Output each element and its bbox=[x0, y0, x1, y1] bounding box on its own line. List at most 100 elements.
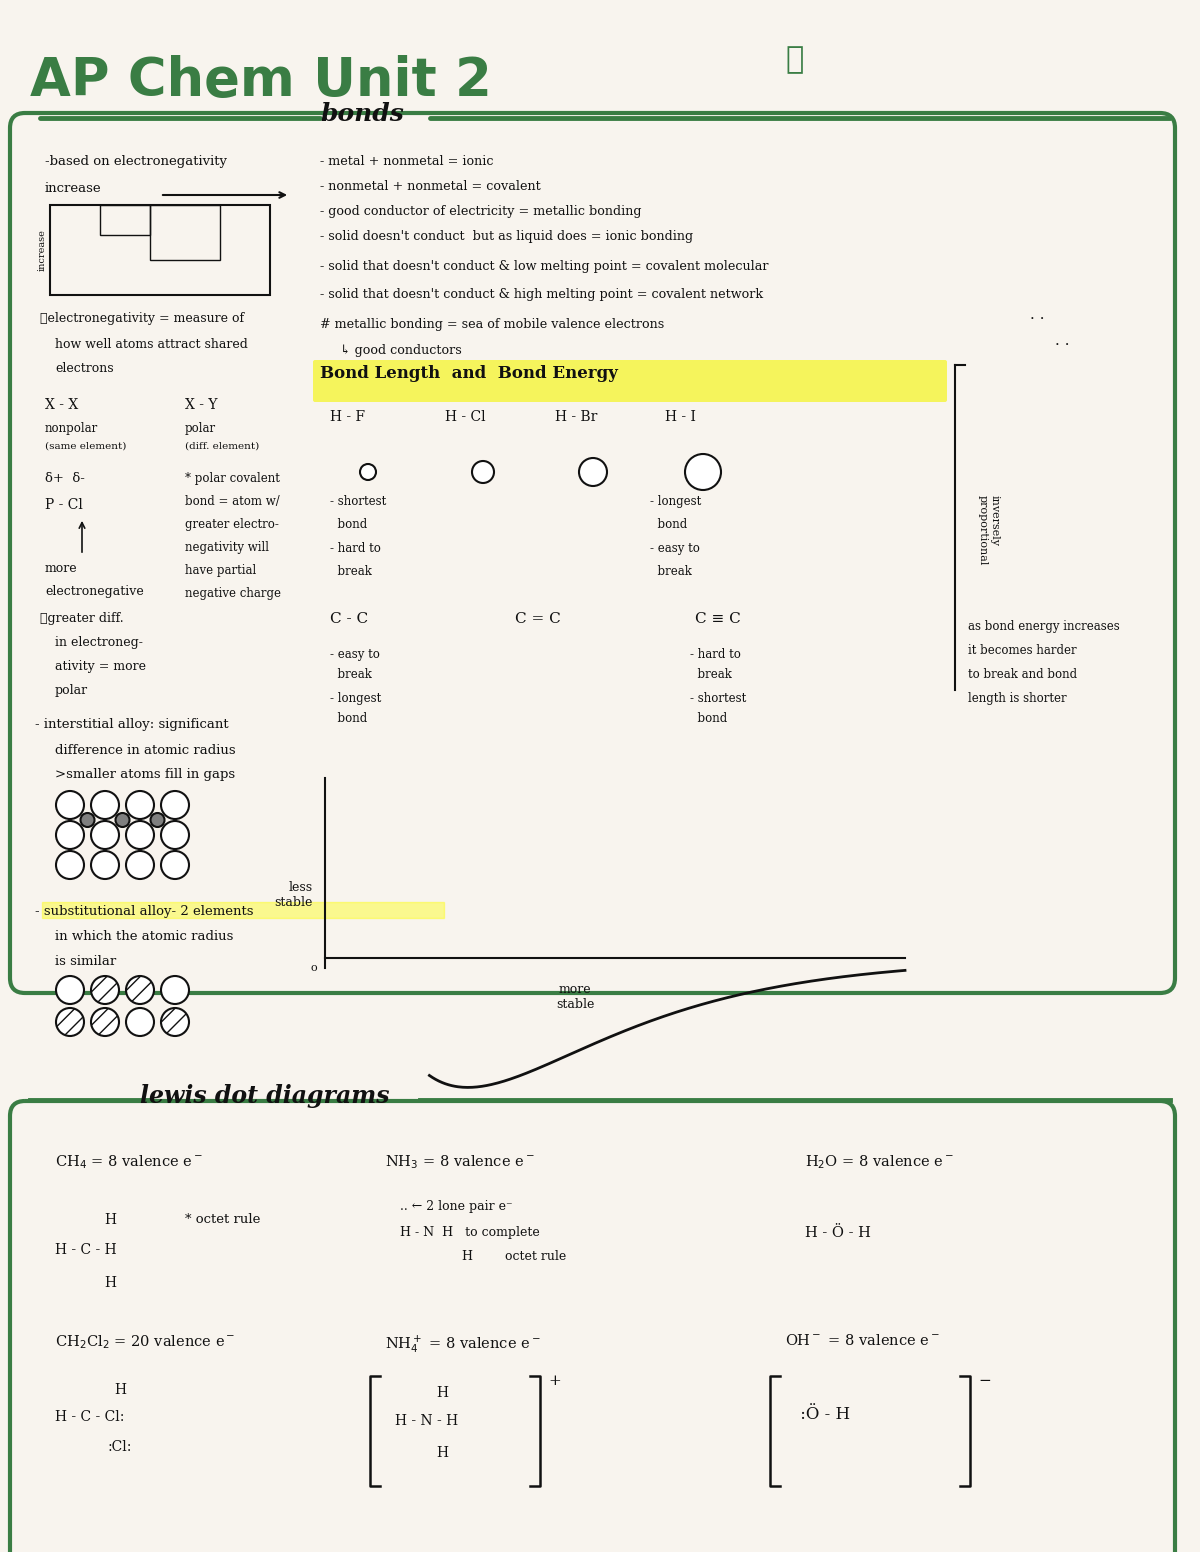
Text: - metal + nonmetal = ionic: - metal + nonmetal = ionic bbox=[320, 155, 493, 168]
Text: negative charge: negative charge bbox=[185, 587, 281, 601]
Text: · ·: · · bbox=[1030, 312, 1045, 326]
Text: increase: increase bbox=[46, 182, 102, 196]
Text: to break and bond: to break and bond bbox=[968, 667, 1078, 681]
Text: bond: bond bbox=[650, 518, 688, 531]
Text: * octet rule: * octet rule bbox=[185, 1214, 260, 1226]
Text: electrons: electrons bbox=[55, 362, 114, 376]
Text: δ+  δ-: δ+ δ- bbox=[46, 472, 85, 484]
Circle shape bbox=[91, 976, 119, 1004]
Text: H - Cl: H - Cl bbox=[445, 410, 486, 424]
Text: in electroneg-: in electroneg- bbox=[55, 636, 143, 649]
Text: it becomes harder: it becomes harder bbox=[968, 644, 1076, 656]
Text: bond: bond bbox=[330, 518, 367, 531]
Text: - solid that doesn't conduct & high melting point = covalent network: - solid that doesn't conduct & high melt… bbox=[320, 289, 763, 301]
Text: length is shorter: length is shorter bbox=[968, 692, 1067, 705]
Text: is similar: is similar bbox=[55, 954, 116, 968]
Text: - shortest: - shortest bbox=[330, 495, 386, 508]
Text: * polar covalent: * polar covalent bbox=[185, 472, 280, 484]
Bar bbox=[150, 205, 220, 261]
Text: difference in atomic radius: difference in atomic radius bbox=[55, 743, 235, 757]
Text: (diff. element): (diff. element) bbox=[185, 442, 259, 452]
Text: ★electronegativity = measure of: ★electronegativity = measure of bbox=[40, 312, 244, 324]
Text: o: o bbox=[311, 962, 317, 973]
Text: X - X: X - X bbox=[46, 397, 78, 411]
Text: CH$_2$Cl$_2$ = 20 valence e$^-$: CH$_2$Cl$_2$ = 20 valence e$^-$ bbox=[55, 1333, 235, 1350]
Text: H - Br: H - Br bbox=[554, 410, 598, 424]
Circle shape bbox=[80, 813, 95, 827]
Circle shape bbox=[91, 1007, 119, 1037]
Circle shape bbox=[56, 792, 84, 819]
Circle shape bbox=[360, 464, 376, 480]
Text: - solid doesn't conduct  but as liquid does = ionic bonding: - solid doesn't conduct but as liquid do… bbox=[320, 230, 694, 244]
Circle shape bbox=[56, 976, 84, 1004]
Text: CH$_4$ = 8 valence e$^-$: CH$_4$ = 8 valence e$^-$ bbox=[55, 1153, 203, 1170]
Text: 🧪: 🧪 bbox=[785, 45, 803, 74]
Text: bond: bond bbox=[690, 712, 727, 725]
Text: lewis dot diagrams: lewis dot diagrams bbox=[140, 1083, 390, 1108]
Text: +: + bbox=[548, 1374, 560, 1387]
Text: inversely
proportional: inversely proportional bbox=[978, 495, 1000, 565]
Circle shape bbox=[150, 813, 164, 827]
Text: H: H bbox=[436, 1446, 448, 1460]
Text: H - F: H - F bbox=[330, 410, 365, 424]
Text: NH$_4^+$ = 8 valence e$^-$: NH$_4^+$ = 8 valence e$^-$ bbox=[385, 1333, 541, 1355]
Text: H - I: H - I bbox=[665, 410, 696, 424]
Text: C ≡ C: C ≡ C bbox=[695, 611, 740, 625]
Text: C = C: C = C bbox=[515, 611, 560, 625]
Text: polar: polar bbox=[55, 684, 88, 697]
Circle shape bbox=[161, 792, 188, 819]
Circle shape bbox=[126, 821, 154, 849]
Text: - solid that doesn't conduct & low melting point = covalent molecular: - solid that doesn't conduct & low melti… bbox=[320, 261, 768, 273]
Text: - substitutional alloy- 2 elements: - substitutional alloy- 2 elements bbox=[35, 905, 253, 917]
Circle shape bbox=[56, 1007, 84, 1037]
Text: - easy to: - easy to bbox=[650, 542, 700, 556]
Text: bond: bond bbox=[330, 712, 367, 725]
Text: greater electro-: greater electro- bbox=[185, 518, 278, 531]
Text: bonds: bonds bbox=[320, 102, 404, 126]
Text: less
stable: less stable bbox=[275, 882, 313, 909]
Text: (same element): (same element) bbox=[46, 442, 126, 452]
Circle shape bbox=[126, 850, 154, 878]
Text: H - Ö - H: H - Ö - H bbox=[805, 1226, 871, 1240]
Text: increase: increase bbox=[37, 230, 47, 272]
Text: - good conductor of electricity = metallic bonding: - good conductor of electricity = metall… bbox=[320, 205, 642, 217]
Text: H - C - H: H - C - H bbox=[55, 1243, 116, 1257]
Text: :Cl:: :Cl: bbox=[108, 1440, 132, 1454]
Text: −: − bbox=[978, 1374, 991, 1387]
Bar bbox=[50, 205, 270, 295]
Text: # metallic bonding = sea of mobile valence electrons: # metallic bonding = sea of mobile valen… bbox=[320, 318, 665, 331]
Text: - longest: - longest bbox=[330, 692, 382, 705]
Text: ativity = more: ativity = more bbox=[55, 660, 146, 674]
Text: more
stable: more stable bbox=[556, 982, 594, 1010]
Text: H - N  H   to complete: H - N H to complete bbox=[400, 1226, 540, 1238]
Text: break: break bbox=[690, 667, 732, 681]
Text: NH$_3$ = 8 valence e$^-$: NH$_3$ = 8 valence e$^-$ bbox=[385, 1153, 535, 1170]
Circle shape bbox=[91, 850, 119, 878]
Text: Bond Length  and  Bond Energy: Bond Length and Bond Energy bbox=[320, 365, 618, 382]
Text: · ·: · · bbox=[1055, 338, 1069, 352]
Text: more: more bbox=[46, 562, 78, 574]
Text: have partial: have partial bbox=[185, 563, 257, 577]
Text: break: break bbox=[330, 667, 372, 681]
Text: how well atoms attract shared: how well atoms attract shared bbox=[55, 338, 248, 351]
Text: X - Y: X - Y bbox=[185, 397, 217, 411]
Text: - shortest: - shortest bbox=[690, 692, 746, 705]
Text: ↳ good conductors: ↳ good conductors bbox=[320, 345, 462, 357]
Text: electronegative: electronegative bbox=[46, 585, 144, 598]
Bar bbox=[100, 205, 150, 234]
Circle shape bbox=[56, 821, 84, 849]
Circle shape bbox=[91, 821, 119, 849]
Text: AP Chem Unit 2: AP Chem Unit 2 bbox=[30, 54, 510, 107]
Circle shape bbox=[685, 455, 721, 490]
Text: H: H bbox=[436, 1386, 448, 1400]
Circle shape bbox=[161, 1007, 188, 1037]
Circle shape bbox=[472, 461, 494, 483]
Text: H - N - H: H - N - H bbox=[395, 1414, 458, 1428]
Text: H        octet rule: H octet rule bbox=[462, 1249, 566, 1263]
Text: - nonmetal + nonmetal = covalent: - nonmetal + nonmetal = covalent bbox=[320, 180, 541, 192]
Circle shape bbox=[126, 1007, 154, 1037]
Text: H: H bbox=[104, 1276, 116, 1290]
Text: - longest: - longest bbox=[650, 495, 701, 508]
Text: H: H bbox=[114, 1383, 126, 1397]
Text: - interstitial alloy: significant: - interstitial alloy: significant bbox=[35, 719, 229, 731]
